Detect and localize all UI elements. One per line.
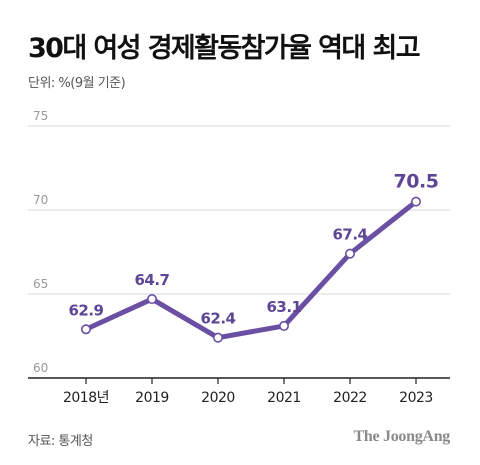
series-line: [83, 199, 419, 341]
y-tick-label: 60: [33, 361, 48, 375]
y-tick-label: 75: [33, 109, 48, 123]
data-label: 70.5: [394, 171, 439, 193]
data-point: [81, 324, 92, 335]
x-tick-label: 2021: [267, 390, 301, 406]
x-tick-label: 2020: [201, 390, 235, 406]
x-tick-label: 2018년: [63, 390, 109, 406]
y-tick-label: 70: [33, 193, 48, 207]
data-label: 62.9: [68, 301, 103, 319]
publisher-logo: The JoongAng: [353, 428, 451, 445]
y-tick-label: 65: [33, 277, 48, 291]
data-point: [147, 294, 158, 305]
x-tick-label: 2022: [333, 390, 367, 406]
data-point: [344, 248, 355, 259]
chart-title: 30대 여성 경제활동참가율 역대 최고: [28, 33, 421, 64]
data-point: [410, 196, 421, 207]
data-label: 64.7: [134, 271, 169, 289]
data-label: 63.1: [266, 298, 301, 316]
x-tick-label: 2023: [399, 390, 433, 406]
data-label: 67.4: [332, 226, 367, 244]
data-point: [213, 332, 224, 343]
unit-label: 단위: %(9월 기준): [28, 76, 126, 91]
data-label: 62.4: [200, 310, 235, 328]
data-point: [278, 320, 289, 331]
source-label: 자료: 통계청: [28, 434, 93, 449]
x-tick-label: 2019: [135, 390, 169, 406]
